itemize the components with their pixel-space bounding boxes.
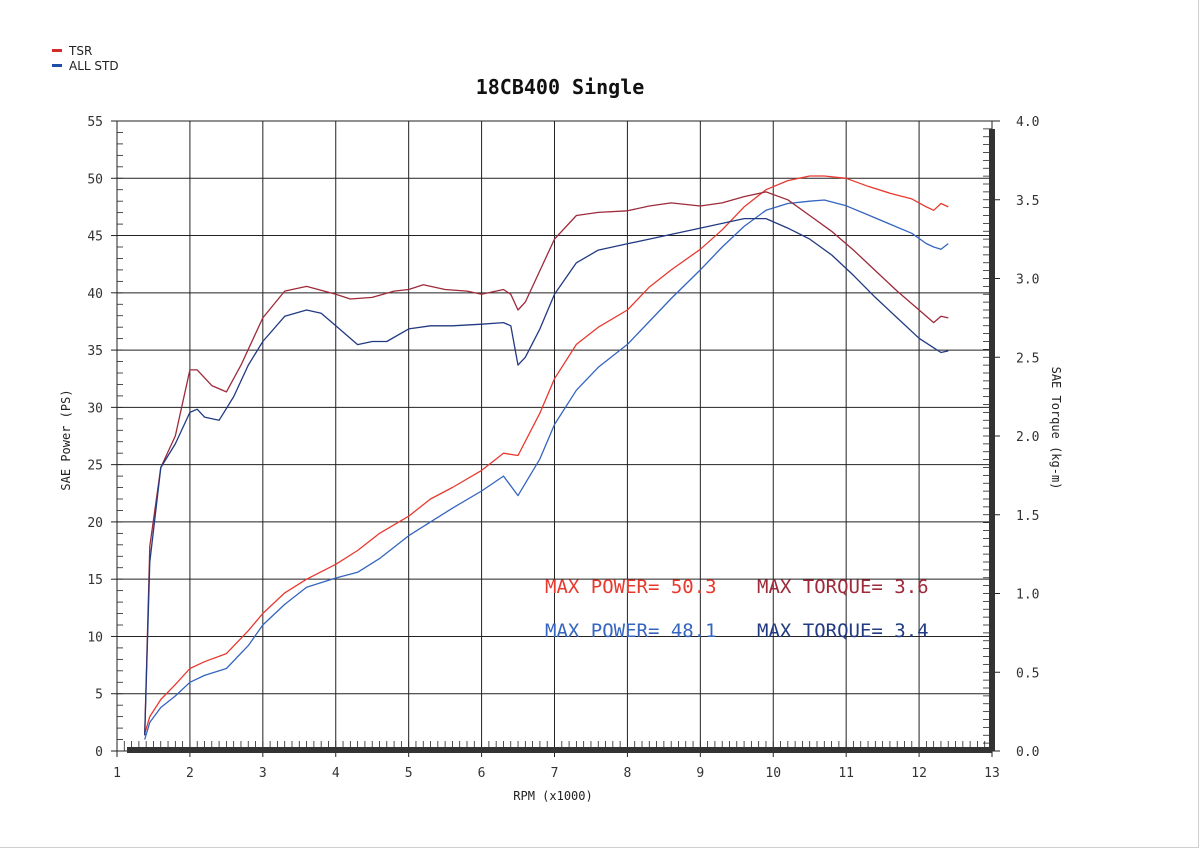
series-line-tsr-torque <box>144 191 949 736</box>
series-group <box>144 175 949 740</box>
y-tick-label: 5 <box>95 688 103 703</box>
y2-tick-label: 2.5 <box>1016 351 1039 366</box>
y-tick-label: 25 <box>87 459 103 474</box>
y2-tick-label: 2.0 <box>1016 430 1039 445</box>
y-tick-label: 20 <box>87 516 103 531</box>
x-tick-label: 6 <box>478 766 486 781</box>
legend-item-tsr: TSR <box>52 43 119 58</box>
annotations: MAX POWER= 50.3 MAX TORQUE= 3.6 MAX POWER=… <box>545 576 929 642</box>
y2-tick-label: 1.0 <box>1016 588 1039 603</box>
x-axis-title: RPM (x1000) <box>513 789 592 803</box>
y-tick-label: 30 <box>87 401 103 416</box>
x-tick-label: 4 <box>332 766 340 781</box>
x-tick-label: 8 <box>624 766 632 781</box>
y2-tick-label: 4.0 <box>1016 115 1039 130</box>
y-tick-label: 45 <box>87 230 103 245</box>
series-line-std-torque <box>144 217 949 736</box>
x-tick-label: 12 <box>911 766 927 781</box>
annotation: MAX TORQUE= 3.4 <box>757 620 929 642</box>
x-tick-label: 7 <box>551 766 559 781</box>
y-tick-label: 10 <box>87 630 103 645</box>
legend: TSR ALL STD <box>52 43 119 73</box>
y-tick-label: 55 <box>87 115 103 130</box>
series-line-std-power <box>144 199 949 740</box>
annotation: MAX POWER= 48.1 <box>545 620 717 642</box>
x-tick-label: 13 <box>984 766 1000 781</box>
y-tick-label: 35 <box>87 344 103 359</box>
x-tick-label: 1 <box>113 766 121 781</box>
chart-title: 18CB400 Single <box>476 75 645 99</box>
grid <box>116 120 993 752</box>
legend-label-all-std: ALL STD <box>69 58 119 73</box>
legend-swatch-tsr <box>52 49 62 52</box>
x-tick-label: 2 <box>186 766 194 781</box>
series-line-tsr-power <box>144 175 949 734</box>
legend-swatch-all-std <box>52 64 62 67</box>
legend-item-all-std: ALL STD <box>52 58 119 73</box>
x-tick-label: 10 <box>765 766 781 781</box>
y-tick-label: 50 <box>87 172 103 187</box>
annotation: MAX TORQUE= 3.6 <box>757 576 929 598</box>
right-axis-bar <box>989 129 995 751</box>
bottom-axis-bar <box>127 747 992 753</box>
x-tick-label: 9 <box>696 766 704 781</box>
y2-tick-label: 3.0 <box>1016 273 1039 288</box>
axes: 1 2 3 4 5 6 7 8 9 10 11 12 1305101520253035404550550… <box>87 115 1039 781</box>
y2-axis-title: SAE Torque (kg-m) <box>1049 367 1063 490</box>
y-axis-title: SAE Power (PS) <box>59 389 73 490</box>
x-tick-label: 5 <box>405 766 413 781</box>
y2-tick-label: 0.5 <box>1016 666 1039 681</box>
y-tick-label: 0 <box>95 745 103 760</box>
x-tick-label: 3 <box>259 766 267 781</box>
y-tick-label: 15 <box>87 573 103 588</box>
y-tick-label: 40 <box>87 287 103 302</box>
x-tick-label: 11 <box>838 766 854 781</box>
legend-label-tsr: TSR <box>69 43 93 58</box>
y2-tick-label: 0.0 <box>1016 745 1039 760</box>
y2-tick-label: 1.5 <box>1016 509 1039 524</box>
annotation: MAX POWER= 50.3 <box>545 576 717 598</box>
y2-tick-label: 3.5 <box>1016 194 1039 209</box>
